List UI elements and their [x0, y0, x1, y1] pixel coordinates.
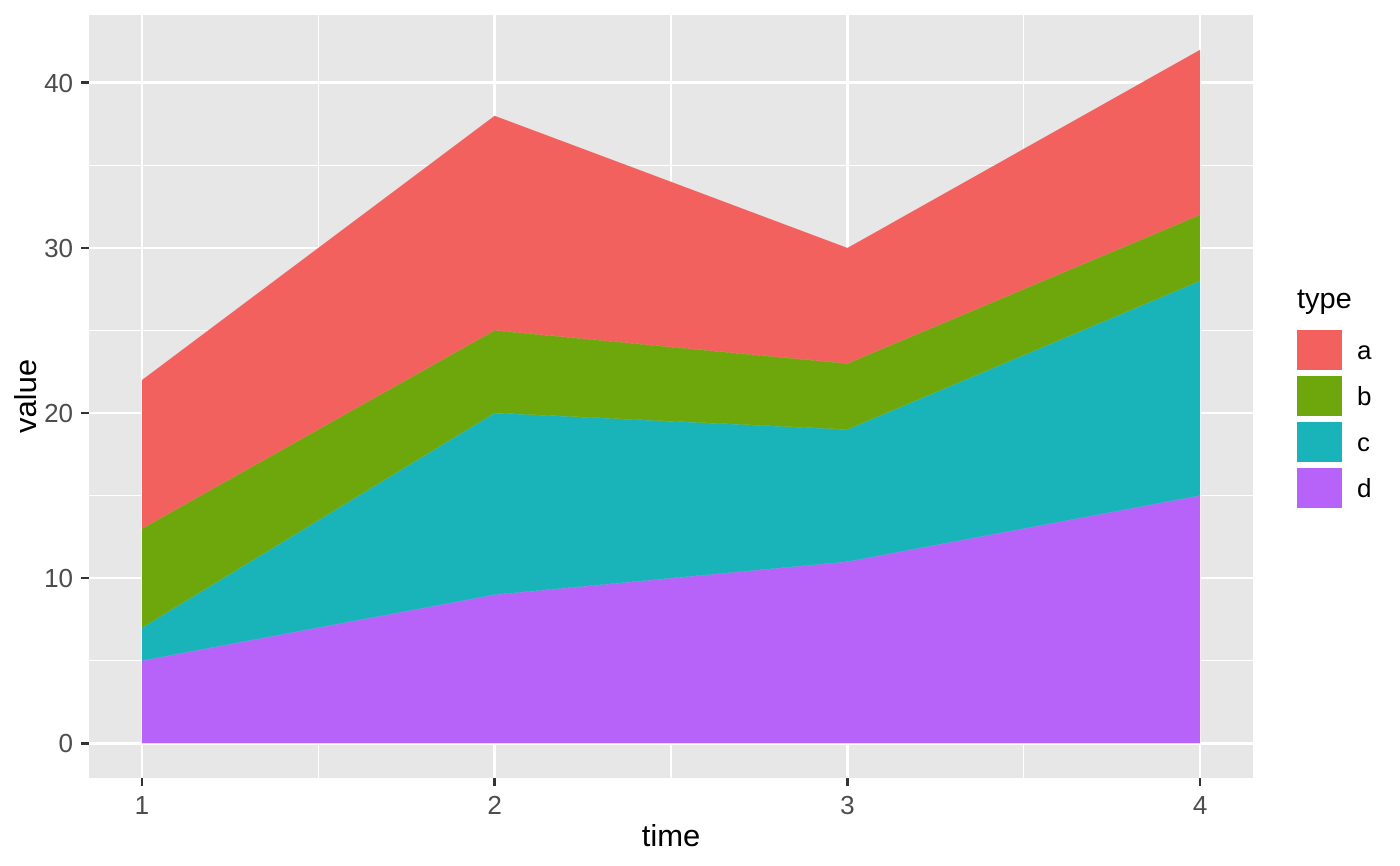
area-d [141, 495, 1201, 744]
gridline-y-major [89, 81, 1253, 84]
stacked-areas [141, 49, 1201, 744]
legend-swatch-c [1297, 422, 1342, 462]
legend-entry-c: c [1297, 422, 1371, 462]
y-tick [81, 81, 89, 84]
y-tick [81, 742, 89, 745]
x-axis-title: time [641, 818, 701, 853]
y-tick [81, 411, 89, 415]
x-tick-label: 3 [840, 790, 855, 820]
x-tick-label: 2 [487, 790, 502, 820]
y-tick-label: 40 [44, 67, 73, 98]
y-axis-title: value [8, 358, 43, 434]
y-tick-label: 0 [58, 728, 73, 759]
x-tick [1198, 778, 1202, 786]
legend-label: a [1357, 334, 1372, 365]
legend-title: type [1297, 283, 1352, 315]
legend-label: b [1357, 380, 1372, 411]
y-tick [81, 576, 89, 580]
x-tick-label: 4 [1192, 790, 1208, 820]
x-tick [140, 778, 144, 786]
y-tick [81, 246, 89, 250]
x-tick [846, 778, 849, 786]
area-b [141, 214, 1201, 628]
legend-swatch-a [1297, 330, 1342, 370]
legend-entry-d: d [1297, 468, 1371, 508]
legend-label: c [1357, 426, 1370, 457]
y-tick-label: 10 [44, 563, 73, 594]
legend-swatch-d [1297, 468, 1342, 508]
area-a [141, 49, 1201, 529]
legend-swatch-b [1297, 376, 1342, 416]
area-c [141, 280, 1201, 661]
y-tick-label: 20 [44, 398, 73, 428]
x-tick [493, 778, 496, 786]
legend-entry-b: b [1297, 376, 1371, 416]
legend-label: d [1357, 472, 1372, 503]
gridline-x-major [140, 15, 144, 778]
x-tick-label: 1 [134, 790, 150, 820]
plot-panel [89, 15, 1253, 778]
gridline-y-major [89, 742, 1253, 745]
y-tick-label: 30 [44, 232, 73, 263]
legend-entry-a: a [1297, 330, 1371, 370]
